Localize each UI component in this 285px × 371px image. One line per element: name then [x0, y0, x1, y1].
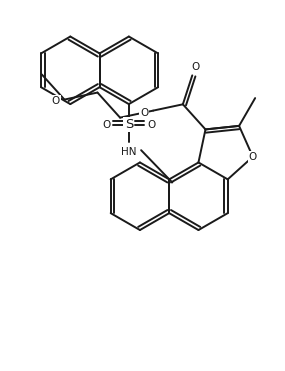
Text: O: O	[140, 108, 148, 118]
Text: O: O	[249, 152, 257, 162]
Text: O: O	[147, 119, 156, 129]
Text: O: O	[51, 96, 60, 106]
Text: O: O	[102, 119, 111, 129]
Text: O: O	[191, 62, 199, 72]
Text: HN: HN	[121, 147, 137, 157]
Text: S: S	[125, 118, 133, 131]
